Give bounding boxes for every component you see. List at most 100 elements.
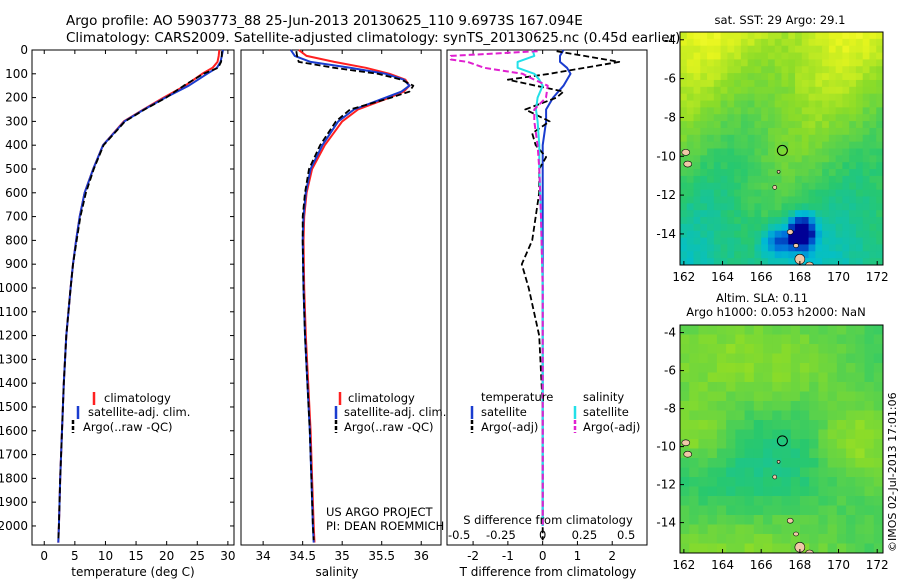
- sst-cell: [747, 196, 756, 204]
- sst-cell: [774, 134, 783, 143]
- sst-cell: [713, 107, 722, 115]
- sla-cell: [744, 401, 755, 412]
- sst-cell: [720, 121, 728, 129]
- sst-cell: [686, 203, 695, 211]
- sst-cell: [849, 32, 857, 40]
- sst-cell: [680, 86, 688, 95]
- sst-cell: [855, 107, 864, 115]
- sst-cell: [828, 134, 837, 143]
- sst-cell: [808, 52, 816, 61]
- sst-cell: [767, 86, 776, 95]
- sst-cell: [876, 182, 883, 191]
- sst-cell: [747, 66, 756, 74]
- sst-cell: [815, 66, 823, 74]
- sst-cell: [876, 258, 883, 265]
- sst-cell: [680, 52, 688, 61]
- sla-cell: [864, 524, 875, 535]
- sst-cell: [869, 79, 877, 88]
- sst-cell: [801, 258, 810, 265]
- sst-cell: [788, 162, 796, 170]
- sla-cell: [864, 458, 875, 469]
- sst-cell: [822, 148, 830, 156]
- sst-cell: [693, 182, 701, 191]
- sst-cell: [740, 134, 749, 143]
- sla-cell: [836, 382, 847, 393]
- sla-cell: [716, 515, 727, 526]
- sst-cell: [747, 237, 756, 246]
- t-difference-tick-label: 1: [574, 549, 582, 563]
- sst-cell: [686, 38, 695, 47]
- sst-cell: [822, 107, 830, 115]
- sst-cell: [693, 237, 701, 246]
- t-difference-tick-label: 0: [539, 549, 547, 563]
- sla-cell: [726, 391, 736, 402]
- sla-cell: [809, 534, 820, 545]
- sst-cell: [680, 107, 688, 115]
- sst-cell: [693, 38, 701, 47]
- sst-cell: [747, 127, 756, 136]
- sla-cell: [753, 524, 764, 535]
- sla-lon-label: 170: [827, 558, 850, 572]
- sst-cell: [761, 203, 769, 211]
- sst-cell: [734, 155, 742, 163]
- sst-cell: [720, 100, 728, 108]
- sst-cell: [747, 141, 756, 150]
- sst-cell: [801, 169, 810, 177]
- sla-cell: [698, 353, 709, 364]
- sla-cell: [846, 458, 856, 469]
- sst-cell: [686, 86, 695, 95]
- sst-cell: [788, 217, 796, 225]
- sla-cell: [799, 401, 810, 412]
- sst-cell: [727, 251, 735, 259]
- sst-cell: [801, 251, 810, 259]
- sst-cell: [862, 230, 871, 239]
- sst-cell: [727, 244, 735, 252]
- salinity-x-tick-label: 34.5: [289, 549, 316, 563]
- sst-cell: [740, 189, 749, 198]
- sla-cell: [790, 344, 801, 355]
- sla-cell: [818, 448, 829, 459]
- sst-cell: [862, 86, 871, 95]
- sla-cell: [698, 439, 709, 450]
- sst-cell: [734, 79, 742, 88]
- sla-cell: [864, 439, 875, 450]
- legend-argo-label: Argo(..raw -QC): [344, 420, 434, 434]
- sst-cell: [707, 134, 715, 143]
- sst-cell: [754, 148, 762, 156]
- sla-cell: [763, 534, 773, 545]
- sst-cell: [767, 107, 776, 115]
- sla-cell: [772, 458, 783, 469]
- sla-cell: [753, 325, 764, 336]
- sst-cell: [774, 182, 783, 191]
- sst-cell: [693, 79, 701, 88]
- sst-cell: [693, 217, 701, 225]
- sst-cell: [849, 52, 857, 61]
- sla-cell: [707, 467, 718, 478]
- sla-cell: [818, 363, 829, 374]
- sla-cell: [836, 534, 847, 545]
- sst-cell: [828, 141, 837, 150]
- project-annotation-line1: US ARGO PROJECT: [326, 505, 434, 519]
- sla-cell: [726, 344, 736, 355]
- sla-cell: [846, 534, 856, 545]
- sst-cell: [767, 114, 776, 122]
- sst-cell: [754, 93, 762, 102]
- sst-cell: [795, 73, 803, 81]
- sst-cell: [876, 38, 883, 47]
- sst-cell: [876, 100, 883, 108]
- sst-cell: [862, 169, 871, 177]
- sla-cell: [680, 515, 690, 526]
- sla-cell: [735, 420, 746, 431]
- sst-cell: [761, 258, 769, 265]
- sst-cell: [747, 189, 756, 198]
- sst-cell: [849, 223, 857, 232]
- difference-legend: temperature satellite Argo(-adj) salinit…: [470, 390, 640, 434]
- sst-cell: [761, 32, 769, 40]
- sst-cell: [720, 93, 728, 102]
- sst-cell: [855, 162, 864, 170]
- sst-cell: [680, 73, 688, 81]
- depth-tick-label: 1000: [0, 281, 28, 295]
- sst-cell: [734, 169, 742, 177]
- sst-cell: [774, 141, 783, 150]
- sst-cell: [808, 175, 816, 184]
